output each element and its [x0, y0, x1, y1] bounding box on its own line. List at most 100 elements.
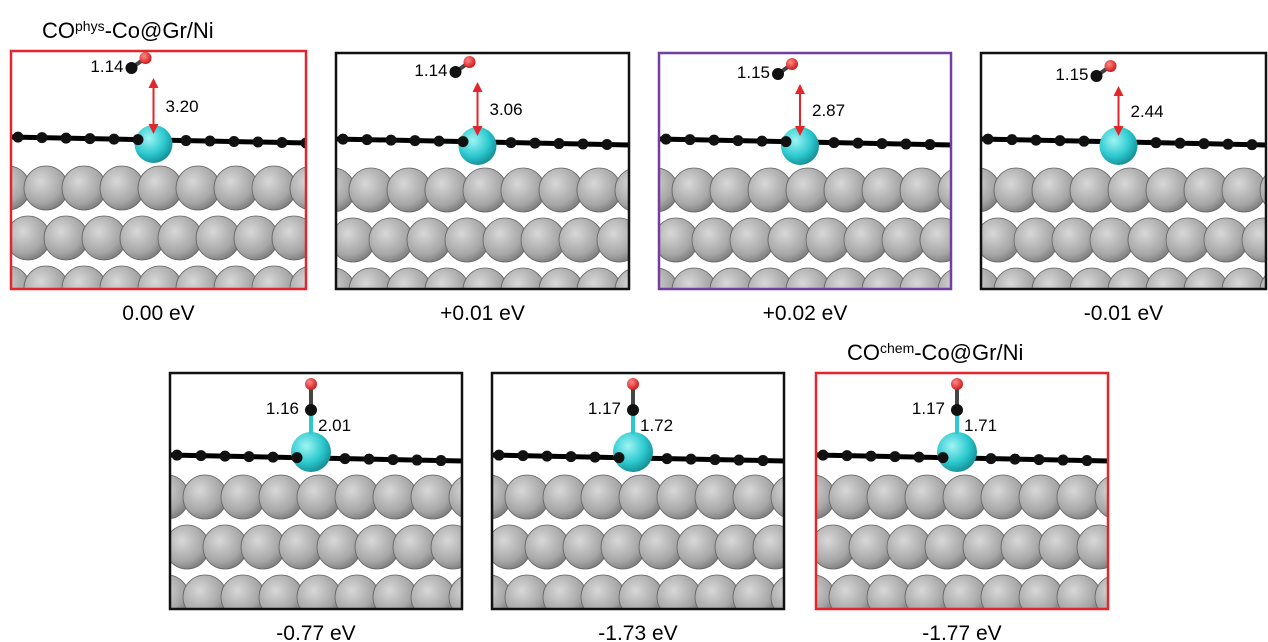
ni-atom — [543, 575, 587, 619]
ni-atom — [882, 218, 926, 262]
carbon-atom — [590, 452, 601, 463]
ni-atom — [824, 168, 868, 212]
ni-atom — [521, 218, 565, 262]
ni-atom — [290, 166, 334, 210]
oxygen-atom — [305, 378, 317, 390]
distance-label: 1.72 — [640, 416, 673, 435]
ni-atom — [259, 575, 303, 619]
bond-length-label: 1.17 — [912, 399, 945, 418]
carbon-atom — [244, 451, 255, 462]
carbon-atom — [1031, 135, 1042, 146]
ni-atom — [525, 525, 569, 569]
carbon-atom — [938, 452, 949, 463]
ni-atom — [373, 575, 417, 619]
carbon-atom — [362, 134, 373, 145]
ni-atom — [387, 168, 431, 212]
energy-label: +0.01 eV — [440, 302, 525, 325]
ni-atom — [445, 218, 489, 262]
ni-atom — [1115, 525, 1159, 569]
oxygen-atom — [140, 52, 152, 64]
energy-label: +0.02 eV — [763, 302, 848, 325]
ni-atom — [1057, 575, 1101, 619]
ni-atom — [425, 168, 469, 212]
carbon-atom — [172, 450, 183, 461]
panel: 1.152.87+0.02 eV — [616, 53, 1002, 325]
ni-atom — [938, 168, 982, 212]
ni-atom — [748, 168, 792, 212]
carbon-atom — [292, 452, 303, 463]
ni-atom — [1166, 218, 1210, 262]
ni-atom — [1077, 525, 1121, 569]
carbon-atom — [1082, 455, 1093, 466]
ni-atom — [543, 475, 587, 519]
carbon-atom — [602, 139, 613, 150]
panel-content: 1.152.87 — [616, 58, 1002, 312]
carbon-atom — [890, 451, 901, 462]
ni-atom — [221, 475, 265, 519]
ni-atom — [297, 475, 341, 519]
ni-atom — [176, 166, 220, 210]
energy-label: 0.00 eV — [122, 302, 194, 325]
ni-atom — [920, 218, 964, 262]
ni-atom — [259, 475, 303, 519]
ni-atom — [411, 475, 455, 519]
carbon-atom — [229, 136, 240, 147]
ni-atom — [1014, 218, 1058, 262]
ni-atom — [1222, 168, 1266, 212]
ni-atom — [501, 168, 545, 212]
carbon-atom — [133, 134, 144, 145]
ni-atom — [849, 525, 893, 569]
carbon-atom — [85, 133, 96, 144]
ni-atom — [505, 575, 549, 619]
carbon-atom — [901, 139, 912, 150]
ni-atom — [867, 575, 911, 619]
ni-atom — [619, 575, 663, 619]
ni-atom — [657, 575, 701, 619]
carbon-atom — [1010, 454, 1021, 465]
ni-atom — [1146, 168, 1190, 212]
ni-atom — [505, 475, 549, 519]
ni-atom — [619, 475, 663, 519]
ni-atom — [463, 168, 507, 212]
carbon-atom — [842, 450, 853, 461]
ni-atom — [672, 168, 716, 212]
bond-length-label: 1.14 — [90, 57, 123, 76]
carbon-atom — [364, 454, 375, 465]
ni-atom — [252, 166, 296, 210]
ni-atom — [963, 525, 1007, 569]
bond-length-label: 1.14 — [414, 61, 447, 80]
energy-label: -0.77 eV — [276, 622, 355, 642]
ni-atom — [900, 168, 944, 212]
carbon-atom — [983, 134, 994, 145]
carbon-atom — [205, 136, 216, 147]
ni-atom — [887, 525, 931, 569]
distance-label: 2.01 — [318, 416, 351, 435]
panel-content: 1.143.06 — [293, 56, 679, 312]
title-base: CO — [42, 18, 75, 43]
ni-atom — [695, 575, 739, 619]
ni-atom — [449, 475, 493, 519]
ni-atom — [563, 525, 607, 569]
ni-atom — [1039, 525, 1083, 569]
ni-atom — [771, 475, 815, 519]
ni-atom — [158, 216, 202, 260]
carbon-atom — [1223, 139, 1234, 150]
ni-atom — [597, 218, 641, 262]
ni-atom — [241, 525, 285, 569]
distance-label: 3.20 — [166, 97, 199, 116]
ni-atom — [786, 168, 830, 212]
ni-atom — [811, 525, 855, 569]
carbon-atom — [268, 452, 279, 463]
panel: 1.143.06+0.01 eV — [293, 53, 679, 325]
title-sup: chem — [880, 340, 914, 356]
ni-atom — [127, 525, 171, 569]
carbon-atom — [925, 139, 936, 150]
ni-atom — [272, 216, 316, 260]
ni-atom — [6, 216, 50, 260]
ni-atom — [24, 166, 68, 210]
carbon-atom — [627, 404, 639, 416]
carbon-atom — [709, 135, 720, 146]
carbon-atom — [734, 455, 745, 466]
ni-atom — [311, 168, 355, 212]
ni-atom — [1090, 218, 1134, 262]
